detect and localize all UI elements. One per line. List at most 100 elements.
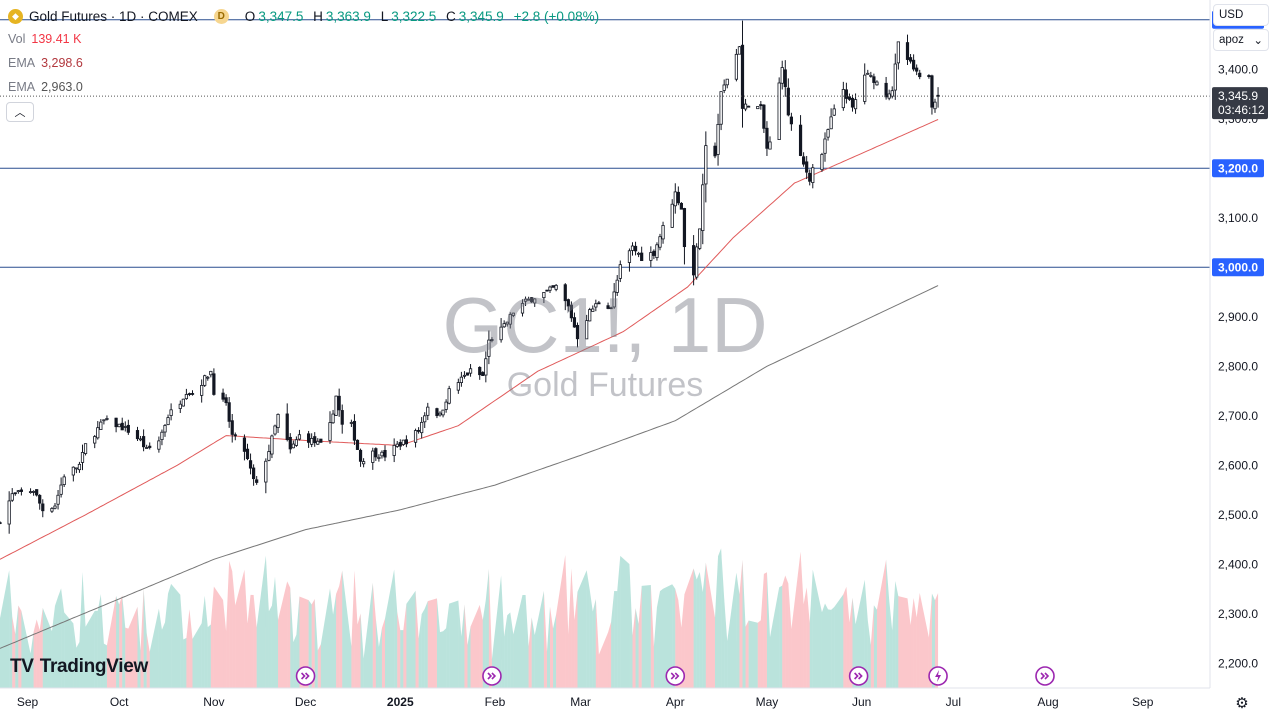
time-tick-label: Jul — [946, 695, 961, 709]
candle — [117, 423, 121, 428]
tradingview-logo[interactable]: TV TradingView — [10, 656, 148, 677]
price-tick-label: 3,400.0 — [1218, 62, 1258, 76]
candle — [160, 429, 164, 446]
candle-body-down — [212, 373, 216, 395]
volume-segment — [415, 590, 419, 688]
candle — [933, 98, 937, 113]
candle — [444, 399, 448, 413]
candle-body-up — [334, 395, 338, 416]
candle — [417, 427, 421, 434]
candle — [209, 370, 213, 378]
collapse-legend-button[interactable]: ︿ — [6, 102, 34, 122]
candle-body-up — [826, 129, 830, 138]
candle — [768, 136, 772, 150]
candle — [358, 448, 363, 467]
volume-segment — [748, 620, 758, 688]
ema-fast-legend[interactable]: EMA 3,298.6 — [8, 56, 83, 70]
candle — [13, 492, 17, 496]
scale-mode-select[interactable]: apoz ⌄ — [1213, 29, 1269, 51]
volume-segment — [149, 608, 159, 688]
candle-body-down — [337, 395, 341, 411]
volume-segment — [571, 568, 575, 688]
candle — [649, 246, 653, 267]
volume-segment — [724, 597, 728, 688]
volume-segment — [443, 628, 447, 688]
candle — [743, 98, 748, 112]
candle-body-up — [612, 291, 616, 308]
candle — [869, 71, 873, 78]
volume-segment — [15, 605, 19, 688]
volume-segment — [660, 588, 664, 688]
volume-segment — [250, 594, 254, 688]
volume-segment — [314, 598, 318, 688]
candle — [701, 173, 705, 245]
currency-select[interactable]: USD — [1213, 4, 1269, 26]
volume-segment — [491, 575, 502, 688]
volume-segment — [834, 594, 844, 688]
candle-body-down — [114, 417, 118, 428]
candle-body-down — [808, 172, 812, 182]
candle — [853, 93, 858, 114]
volume-segment — [397, 611, 401, 688]
candle-body-down — [798, 124, 803, 156]
price-tick-label: 2,600.0 — [1218, 458, 1258, 472]
candle-body-up — [291, 443, 295, 449]
candle — [777, 77, 781, 140]
fast-forward-event-icon[interactable] — [665, 666, 686, 686]
delayed-badge[interactable]: D — [213, 8, 229, 24]
ema-slow-legend[interactable]: EMA 2,963.0 — [8, 80, 83, 94]
candle — [523, 296, 528, 306]
volume-segment — [189, 609, 193, 688]
candle — [404, 435, 408, 448]
volume-segment — [158, 608, 162, 688]
candle-body-down — [802, 156, 806, 165]
price-axis[interactable]: 2,200.0 2,300.0 2,400.0 2,500.0 2,600.0 2,700… — [1209, 0, 1268, 688]
volume-segment — [650, 584, 654, 688]
candle-body-up — [462, 374, 467, 377]
candle-body-down — [633, 245, 638, 252]
time-tick-label: Aug — [1037, 695, 1058, 709]
candle — [297, 429, 302, 441]
candle-body-down — [912, 59, 916, 70]
volume-segment — [684, 568, 694, 688]
candle — [245, 443, 250, 461]
candle-body-up — [96, 427, 100, 439]
fast-forward-event-icon[interactable] — [482, 666, 502, 686]
volume-segment — [94, 610, 98, 688]
candle-body-down — [930, 75, 934, 108]
fast-forward-event-icon[interactable] — [295, 666, 316, 686]
candle — [377, 454, 381, 462]
fast-forward-event-icon[interactable] — [1035, 666, 1055, 686]
lightning-event-icon[interactable] — [928, 666, 948, 686]
volume-legend[interactable]: Vol 139.41 K — [8, 32, 82, 46]
volume-segment — [892, 580, 896, 688]
gear-icon[interactable]: ⚙ — [1235, 695, 1249, 712]
volume-segment — [727, 572, 737, 688]
volume-segment — [831, 607, 835, 688]
time-axis[interactable]: Sep Oct Nov Dec 2025 Feb Mar Apr May Jun Jul Aug Sep — [0, 687, 1210, 709]
candle-body-up — [832, 108, 836, 116]
candle — [77, 461, 82, 473]
candle — [609, 306, 613, 310]
candle-body-down — [224, 397, 228, 404]
volume-segment — [760, 573, 764, 688]
candle — [166, 414, 170, 426]
candle-body-up — [456, 382, 460, 391]
candle — [56, 490, 60, 510]
candle — [398, 439, 402, 451]
fast-forward-event-icon[interactable] — [848, 666, 869, 686]
candle — [893, 53, 897, 100]
candle — [74, 467, 78, 474]
candle — [829, 108, 833, 130]
volume-segment — [372, 582, 376, 688]
candle-body-up — [447, 388, 451, 404]
candle — [737, 46, 742, 55]
time-tick-label: Dec — [295, 695, 316, 709]
symbol-title[interactable]: Gold Futures · 1D · COMEX — [29, 8, 198, 24]
event-markers[interactable] — [295, 666, 1055, 686]
candle-body-up — [267, 451, 271, 461]
candle-body-up — [655, 244, 659, 258]
candle-body-up — [105, 418, 109, 420]
candle-body-down — [759, 104, 763, 107]
